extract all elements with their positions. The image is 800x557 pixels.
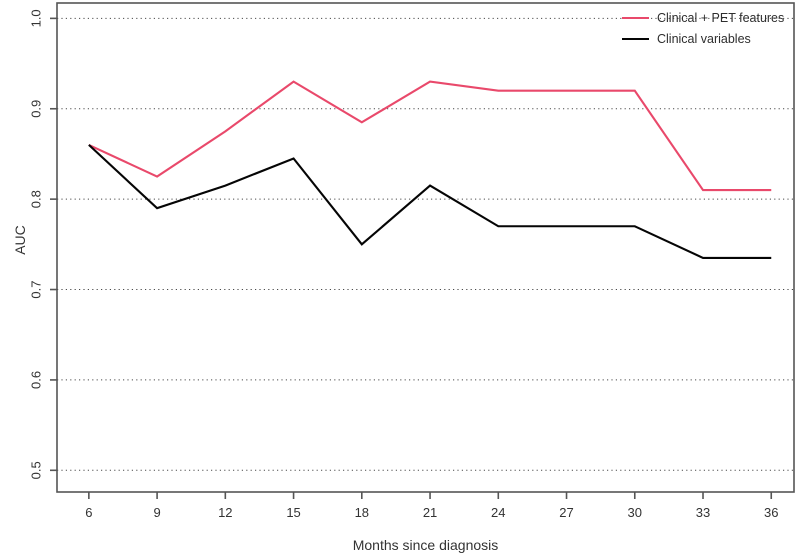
x-tick-label: 12 xyxy=(218,505,232,520)
y-tick-label: 0.6 xyxy=(29,371,44,389)
x-axis-title: Months since diagnosis xyxy=(352,537,499,553)
x-tick-label: 24 xyxy=(491,505,505,520)
y-tick-label: 0.5 xyxy=(29,461,44,479)
y-tick-label: 0.9 xyxy=(29,100,44,118)
x-tick-label: 33 xyxy=(696,505,710,520)
x-tick-label: 21 xyxy=(423,505,437,520)
legend-label: Clinical + PET features xyxy=(657,10,785,25)
series-line-clinical-variables xyxy=(88,144,772,259)
plot-box xyxy=(56,2,795,493)
legend-line-sample-black xyxy=(622,37,649,40)
legend-label: Clinical variables xyxy=(657,31,751,46)
series-line-clinical-pet-features xyxy=(88,80,772,192)
x-tick-label: 27 xyxy=(559,505,573,520)
x-tick-label: 6 xyxy=(85,505,92,520)
x-tick-label: 36 xyxy=(764,505,778,520)
y-axis-title: AUC xyxy=(12,225,28,255)
legend-line-sample-red xyxy=(622,16,649,19)
x-tick-label: 9 xyxy=(153,505,160,520)
legend-item-clinical-pet: Clinical + PET features xyxy=(622,7,784,28)
y-tick-label: 1.0 xyxy=(29,9,44,27)
y-tick-label: 0.7 xyxy=(29,280,44,298)
legend-item-clinical: Clinical variables xyxy=(622,28,784,49)
x-tick-label: 18 xyxy=(355,505,369,520)
legend: Clinical + PET features Clinical variabl… xyxy=(622,7,784,49)
y-tick-label: 0.8 xyxy=(29,190,44,208)
x-tick-label: 15 xyxy=(286,505,300,520)
x-tick-label: 30 xyxy=(628,505,642,520)
